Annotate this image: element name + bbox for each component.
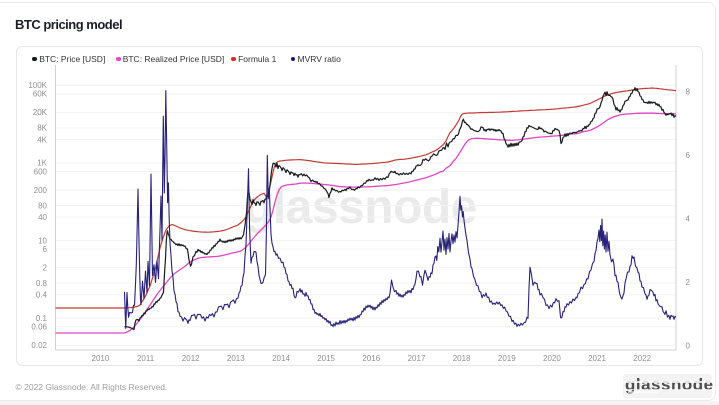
svg-text:8: 8 <box>686 88 691 97</box>
svg-text:2020: 2020 <box>543 354 561 363</box>
svg-text:0.02: 0.02 <box>31 341 47 350</box>
svg-text:2015: 2015 <box>317 354 335 363</box>
svg-text:2022: 2022 <box>633 354 651 363</box>
svg-text:2010: 2010 <box>92 354 110 363</box>
svg-text:0: 0 <box>686 342 691 351</box>
svg-text:80: 80 <box>38 201 47 210</box>
svg-text:20K: 20K <box>33 108 48 117</box>
svg-text:2016: 2016 <box>362 354 380 363</box>
svg-text:10: 10 <box>38 236 47 245</box>
svg-text:6: 6 <box>686 151 691 160</box>
svg-text:2021: 2021 <box>588 354 606 363</box>
svg-text:2: 2 <box>686 278 691 287</box>
svg-text:1K: 1K <box>37 159 47 168</box>
svg-text:6: 6 <box>43 245 48 254</box>
svg-text:2017: 2017 <box>408 354 426 363</box>
svg-text:0.4: 0.4 <box>36 291 48 300</box>
svg-text:2013: 2013 <box>227 354 245 363</box>
svg-text:60K: 60K <box>33 90 48 99</box>
svg-text:0.8: 0.8 <box>36 279 48 288</box>
svg-text:4K: 4K <box>37 135 47 144</box>
svg-text:40: 40 <box>38 213 47 222</box>
svg-text:8K: 8K <box>37 124 47 133</box>
svg-text:4: 4 <box>686 215 691 224</box>
svg-text:600: 600 <box>34 167 48 176</box>
svg-text:2011: 2011 <box>137 354 155 363</box>
svg-text:0.1: 0.1 <box>36 314 48 323</box>
svg-text:2012: 2012 <box>182 354 200 363</box>
svg-text:2019: 2019 <box>498 354 516 363</box>
svg-text:2014: 2014 <box>272 354 290 363</box>
svg-text:200: 200 <box>34 186 48 195</box>
svg-text:2: 2 <box>43 263 48 272</box>
svg-text:100K: 100K <box>28 81 47 90</box>
svg-text:2018: 2018 <box>453 354 471 363</box>
svg-text:0.06: 0.06 <box>31 323 47 332</box>
